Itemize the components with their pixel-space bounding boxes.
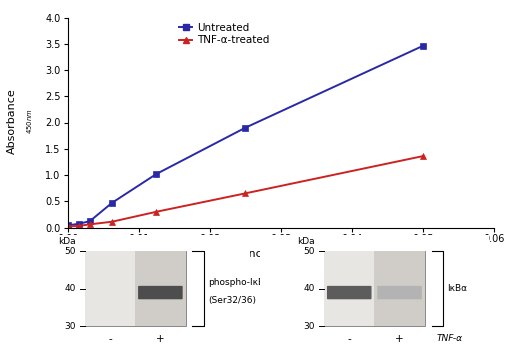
Text: 40: 40 — [304, 284, 315, 293]
Bar — [85, 251, 135, 326]
Text: $_{450nm}$: $_{450nm}$ — [25, 108, 35, 134]
Text: (Ser32/36): (Ser32/36) — [209, 295, 256, 304]
Text: phospho-IκBα: phospho-IκBα — [209, 278, 270, 287]
FancyBboxPatch shape — [138, 286, 183, 299]
Text: 50: 50 — [64, 247, 76, 256]
FancyBboxPatch shape — [327, 286, 371, 299]
Bar — [324, 251, 374, 326]
Text: 40: 40 — [64, 284, 76, 293]
FancyBboxPatch shape — [378, 286, 422, 299]
Text: TNF-α: TNF-α — [436, 334, 462, 343]
Text: 30: 30 — [64, 322, 76, 331]
Text: IκBα: IκBα — [448, 284, 468, 293]
Bar — [135, 251, 186, 326]
Text: -: - — [347, 334, 351, 344]
Text: 30: 30 — [303, 322, 315, 331]
Bar — [374, 251, 425, 326]
Text: +: + — [395, 334, 404, 344]
Text: 50: 50 — [303, 247, 315, 256]
Legend: Untreated, TNF-α-treated: Untreated, TNF-α-treated — [179, 23, 269, 45]
Text: Absorbance: Absorbance — [6, 88, 17, 154]
X-axis label: Protein conc. of lysate (mg/mL): Protein conc. of lysate (mg/mL) — [193, 248, 368, 259]
Text: kDa: kDa — [58, 237, 76, 246]
Text: kDa: kDa — [297, 237, 315, 246]
Bar — [324, 251, 425, 326]
Text: -: - — [108, 334, 112, 344]
Bar — [85, 251, 186, 326]
Text: +: + — [156, 334, 165, 344]
